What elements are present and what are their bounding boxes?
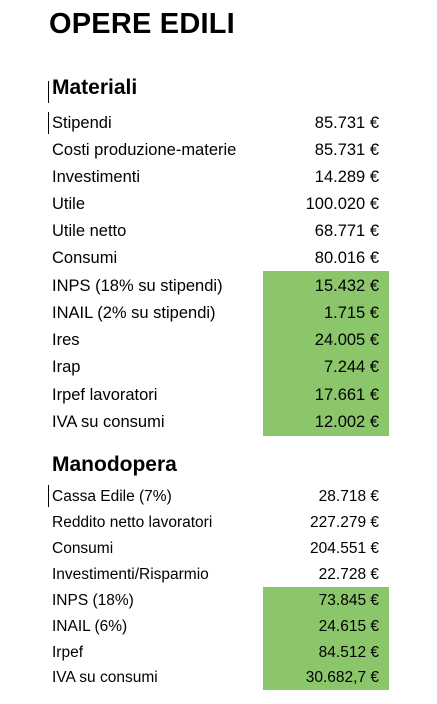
table-row[interactable]: Cassa Edile (7%) 28.718 € (0, 484, 437, 510)
row-value: 80.016 € (314, 249, 379, 267)
row-label: Cassa Edile (7%) (52, 488, 172, 505)
table-row[interactable]: Irpef lavoratori 17.661 € (0, 382, 437, 409)
row-label: Costi produzione-materie (52, 141, 237, 159)
row-label: Irpef lavoratori (52, 386, 158, 404)
row-label: INPS (18% su stipendi) (52, 277, 223, 295)
table-row[interactable]: Utile 100.020 € (0, 191, 437, 218)
row-value: 204.551 € (310, 540, 379, 557)
row-label: INAIL (6%) (52, 618, 128, 635)
row-value: 1.715 € (323, 304, 379, 322)
table-row[interactable]: Investimenti/Risparmio 22.728 € (0, 562, 437, 588)
table-row[interactable]: Consumi 204.551 € (0, 536, 437, 562)
row-value: 24.615 € (318, 618, 379, 635)
materiali-heading: Materiali (52, 76, 138, 99)
row-value: 73.845 € (318, 592, 379, 609)
table-row[interactable]: Irap 7.244 € (0, 354, 437, 381)
row-label: Ires (52, 331, 80, 349)
row-label: Investimenti/Risparmio (52, 566, 209, 583)
row-label: Irap (52, 358, 81, 376)
row-value: 12.002 € (314, 413, 379, 431)
row-value: 28.718 € (318, 488, 379, 505)
row-value: 22.728 € (318, 566, 379, 583)
row-label: INPS (18%) (52, 592, 134, 609)
row-label: Irpef (52, 644, 84, 661)
row-value: 85.731 € (314, 141, 379, 159)
table-row[interactable]: IVA su consumi 12.002 € (0, 409, 437, 436)
text-cursor (48, 81, 49, 103)
row-label: Consumi (52, 540, 114, 557)
row-value: 24.005 € (314, 331, 379, 349)
row-label: Utile netto (52, 222, 127, 240)
row-value: 84.512 € (318, 644, 379, 661)
row-value: 7.244 € (323, 358, 379, 376)
row-label: Utile (52, 195, 86, 213)
table-row[interactable]: Investimenti 14.289 € (0, 164, 437, 191)
table-row[interactable]: INAIL (2% su stipendi) 1.715 € (0, 300, 437, 327)
row-value: 17.661 € (314, 386, 379, 404)
table-row[interactable]: Utile netto 68.771 € (0, 218, 437, 245)
row-value: 100.020 € (305, 195, 379, 213)
table-row[interactable]: Consumi 80.016 € (0, 245, 437, 272)
table-row[interactable]: Stipendi 85.731 € (0, 110, 437, 137)
table-row[interactable]: INPS (18%) 73.845 € (0, 588, 437, 614)
row-label: INAIL (2% su stipendi) (52, 304, 216, 322)
text-cursor (48, 112, 49, 134)
row-label: IVA su consumi (52, 669, 158, 686)
manodopera-highlight-block (263, 587, 389, 690)
row-label: Stipendi (52, 114, 112, 132)
page-title: OPERE EDILI (49, 8, 235, 40)
table-row[interactable]: INPS (18% su stipendi) 15.432 € (0, 273, 437, 300)
materiali-highlight-block (263, 271, 389, 436)
manodopera-heading: Manodopera (52, 453, 177, 476)
row-label: Consumi (52, 249, 118, 267)
table-row[interactable]: Irpef 84.512 € (0, 640, 437, 666)
table-row[interactable]: INAIL (6%) 24.615 € (0, 614, 437, 640)
row-value: 14.289 € (314, 168, 379, 186)
table-row[interactable]: Ires 24.005 € (0, 327, 437, 354)
text-cursor (48, 485, 49, 507)
row-label: IVA su consumi (52, 413, 165, 431)
table-row[interactable]: Reddito netto lavoratori 227.279 € (0, 510, 437, 536)
row-value: 227.279 € (310, 514, 379, 531)
table-row[interactable]: IVA su consumi 30.682,7 € (0, 665, 437, 691)
row-value: 68.771 € (314, 222, 379, 240)
row-value: 15.432 € (314, 277, 379, 295)
row-value: 85.731 € (314, 114, 379, 132)
row-label: Investimenti (52, 168, 141, 186)
table-row[interactable]: Costi produzione-materie 85.731 € (0, 137, 437, 164)
row-label: Reddito netto lavoratori (52, 514, 213, 531)
row-value: 30.682,7 € (305, 669, 379, 686)
